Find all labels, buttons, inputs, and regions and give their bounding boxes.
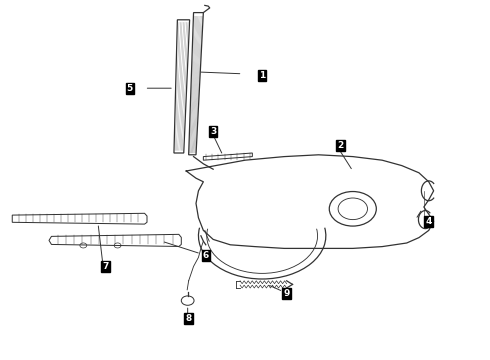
Text: 2: 2 [338, 141, 343, 150]
Text: 7: 7 [102, 262, 109, 271]
Text: 9: 9 [283, 289, 290, 298]
Text: 5: 5 [127, 84, 133, 93]
Text: 3: 3 [210, 127, 216, 136]
Text: 1: 1 [259, 71, 265, 80]
Text: 4: 4 [425, 217, 432, 226]
Text: 8: 8 [186, 314, 192, 323]
Text: 6: 6 [203, 251, 209, 260]
